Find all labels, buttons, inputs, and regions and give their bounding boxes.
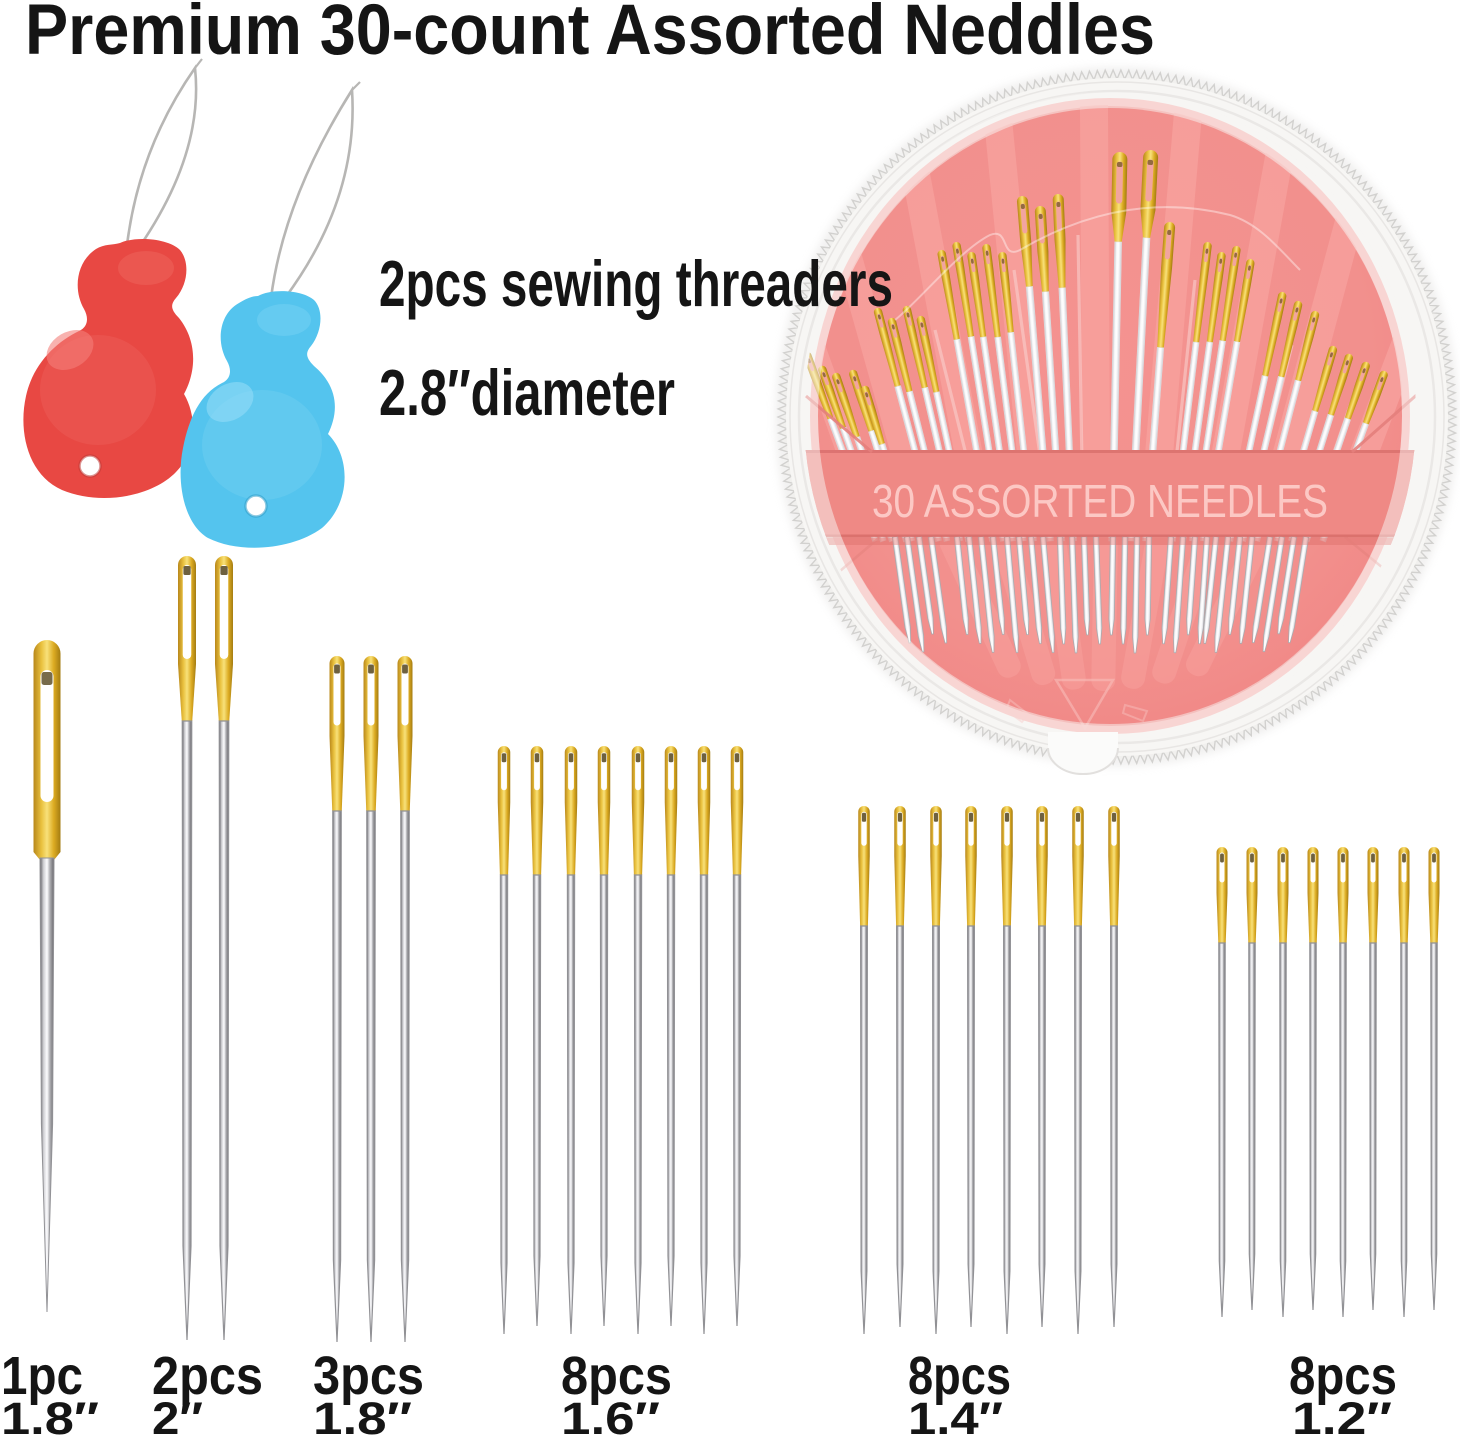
- svg-text:8pcs: 8pcs: [908, 1346, 1011, 1406]
- svg-text:1.8″: 1.8″: [1, 1393, 99, 1441]
- svg-text:1.6″: 1.6″: [561, 1393, 660, 1441]
- svg-text:1.2″: 1.2″: [1292, 1393, 1392, 1441]
- svg-text:3pcs: 3pcs: [313, 1346, 424, 1406]
- svg-text:30 ASSORTED NEEDLES: 30 ASSORTED NEEDLES: [872, 475, 1328, 527]
- svg-text:2pcs sewing threaders: 2pcs sewing threaders: [379, 247, 893, 320]
- svg-text:2″: 2″: [152, 1393, 203, 1441]
- svg-text:2pcs: 2pcs: [152, 1346, 263, 1406]
- svg-text:1.8″: 1.8″: [313, 1393, 412, 1441]
- svg-text:8pcs: 8pcs: [1289, 1346, 1397, 1406]
- svg-text:1.4″: 1.4″: [908, 1393, 1003, 1441]
- svg-text:2.8″diameter: 2.8″diameter: [379, 356, 675, 429]
- svg-text:Premium 30-count Assorted Nedd: Premium 30-count Assorted Neddles: [25, 0, 1155, 70]
- svg-text:8pcs: 8pcs: [561, 1346, 672, 1406]
- svg-text:1pc: 1pc: [1, 1346, 83, 1406]
